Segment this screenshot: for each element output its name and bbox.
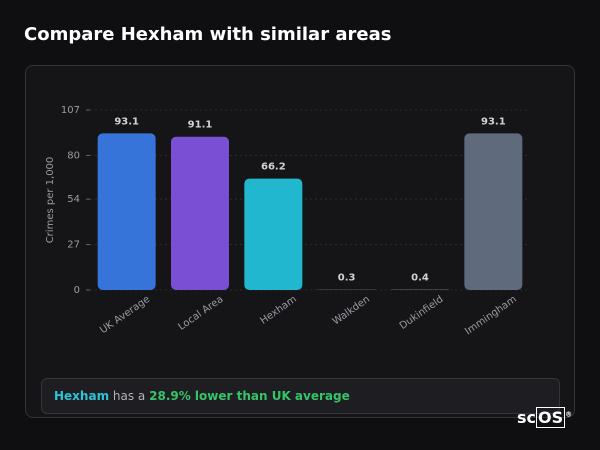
logo: sc OS ® <box>517 407 573 428</box>
summary-text: has a <box>112 389 146 403</box>
logo-prefix: sc <box>517 408 537 427</box>
x-tick-label: Walkden <box>331 294 372 328</box>
x-tick-label: UK Average <box>98 294 152 336</box>
bar <box>317 289 376 290</box>
x-tick-label: Immingham <box>463 294 519 337</box>
page-title: Compare Hexham with similar areas <box>24 24 392 45</box>
bar <box>244 178 303 290</box>
value-label: 0.4 <box>411 272 429 283</box>
value-label: 66.2 <box>261 162 286 173</box>
summary-comparison: 28.9% lower than UK average <box>149 389 350 403</box>
x-tick-label: Hexham <box>258 294 298 327</box>
y-tick-label: 54 <box>67 194 80 205</box>
x-tick-label: Dukinfield <box>398 294 446 332</box>
y-tick-label: 107 <box>61 105 80 116</box>
summary: Hexham has a 28.9% lower than UK average <box>41 378 560 414</box>
value-label: 93.1 <box>114 116 139 127</box>
y-tick-label: 0 <box>74 285 80 296</box>
bar <box>171 136 229 290</box>
y-axis-label: Crimes per 1,000 <box>45 157 56 244</box>
value-label: 0.3 <box>338 272 356 283</box>
value-label: 93.1 <box>481 116 506 127</box>
bar <box>97 133 156 290</box>
summary-area: Hexham <box>54 389 110 403</box>
bar <box>391 289 449 290</box>
bar <box>464 133 523 290</box>
logo-box: OS <box>536 407 566 428</box>
x-tick-label: Local Area <box>176 294 225 333</box>
y-tick-label: 80 <box>67 150 80 161</box>
logo-mark: ® <box>565 410 573 419</box>
y-tick-label: 27 <box>67 240 80 251</box>
value-label: 91.1 <box>188 120 213 131</box>
